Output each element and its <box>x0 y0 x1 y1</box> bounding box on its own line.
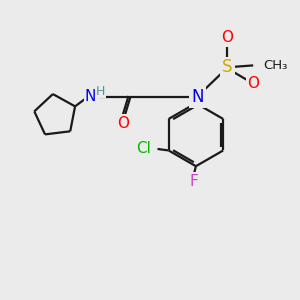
Text: S: S <box>222 58 233 76</box>
Text: F: F <box>189 174 198 189</box>
Text: N: N <box>85 89 96 104</box>
Text: O: O <box>248 76 260 92</box>
Text: N: N <box>191 88 204 106</box>
Text: O: O <box>117 116 129 130</box>
Text: CH₃: CH₃ <box>263 59 287 72</box>
Text: O: O <box>221 30 233 45</box>
Text: H: H <box>95 85 105 98</box>
Text: Cl: Cl <box>136 141 151 156</box>
